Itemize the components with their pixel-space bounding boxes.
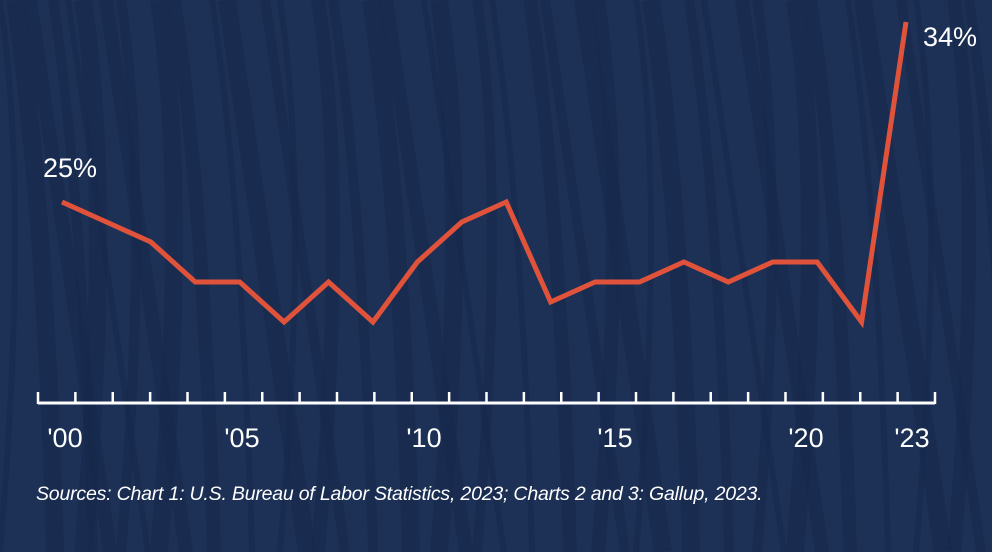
texture-stroke	[328, 0, 378, 552]
texture-stroke	[489, 0, 535, 552]
data-labels: 25% 34%	[43, 22, 977, 183]
texture-stroke	[803, 0, 857, 552]
texture-stroke	[6, 0, 64, 552]
texture-stroke	[0, 0, 18, 552]
texture-stroke	[701, 0, 787, 552]
texture-stroke	[642, 0, 700, 552]
texture-stroke	[150, 0, 183, 552]
texture-stroke	[854, 0, 952, 552]
data-label: 34%	[923, 22, 977, 52]
texture-stroke	[430, 0, 463, 552]
x-tick-label: '23	[894, 423, 929, 453]
texture-stroke	[752, 0, 777, 552]
texture-stroke	[591, 0, 620, 552]
texture-stroke	[786, 0, 819, 552]
source-note: Sources: Chart 1: U.S. Bureau of Labor S…	[36, 483, 763, 505]
texture-stroke	[964, 0, 992, 283]
texture-stroke	[523, 0, 577, 552]
series-path	[60, 21, 909, 329]
texture-stroke	[472, 0, 497, 552]
x-tick-label: '20	[788, 423, 823, 453]
texture-stroke	[633, 0, 654, 552]
series-line	[60, 21, 909, 329]
x-tick-label: '10	[406, 423, 441, 453]
x-tick-label: '00	[47, 423, 82, 453]
texture-stroke	[209, 0, 255, 552]
texture-stroke	[362, 0, 420, 552]
texture-stroke	[947, 0, 976, 552]
texture-stroke	[74, 0, 107, 552]
x-tick-label: '05	[224, 423, 259, 453]
texture-stroke	[218, 0, 316, 552]
data-label: 25%	[43, 153, 97, 183]
x-tick-labels: '00 '05 '10 '15 '20 '23	[47, 423, 929, 453]
texture-stroke	[167, 0, 221, 552]
x-axis	[36, 392, 937, 405]
texture-stroke	[913, 0, 934, 552]
x-tick-label: '15	[597, 423, 632, 453]
texture-stroke	[311, 0, 340, 552]
texture-stroke	[277, 0, 298, 552]
texture-stroke	[684, 0, 734, 552]
